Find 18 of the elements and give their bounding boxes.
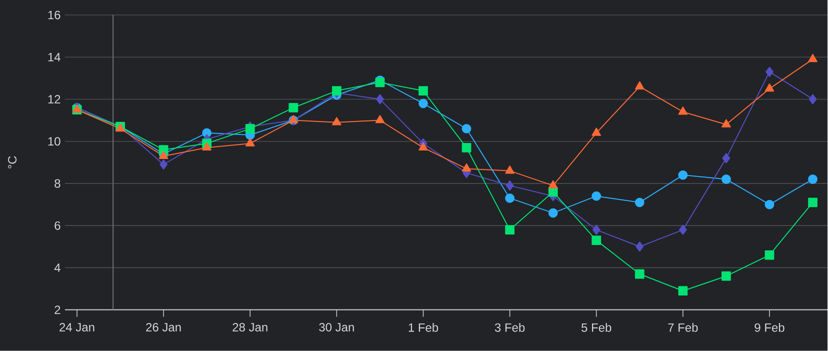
- y-tick-label: 14: [48, 53, 60, 62]
- y-tick-label: 8: [54, 179, 60, 188]
- x-tick-label: 9 Feb: [754, 323, 784, 332]
- y-tick-label: 16: [48, 10, 60, 20]
- y-tick-label: 2: [54, 306, 60, 314]
- x-tick-label: 28 Jan: [232, 323, 268, 332]
- x-tick-label: 26 Jan: [146, 323, 181, 332]
- y-tick-label: 10: [48, 137, 60, 146]
- x-tick-label: 3 Feb: [494, 323, 525, 332]
- x-tick-label: 30 Jan: [319, 323, 354, 332]
- x-tick-label: 5 Feb: [582, 323, 612, 332]
- y-tick-label: 4: [54, 264, 60, 272]
- x-tick-label: 7 Feb: [668, 323, 698, 332]
- y-tick-label: 6: [54, 221, 60, 230]
- y-tick-label: 12: [48, 95, 60, 104]
- x-tick-label: 24 Jan: [60, 323, 94, 332]
- y-axis-title: °C: [8, 156, 17, 169]
- x-tick-label: 1 Feb: [408, 323, 438, 332]
